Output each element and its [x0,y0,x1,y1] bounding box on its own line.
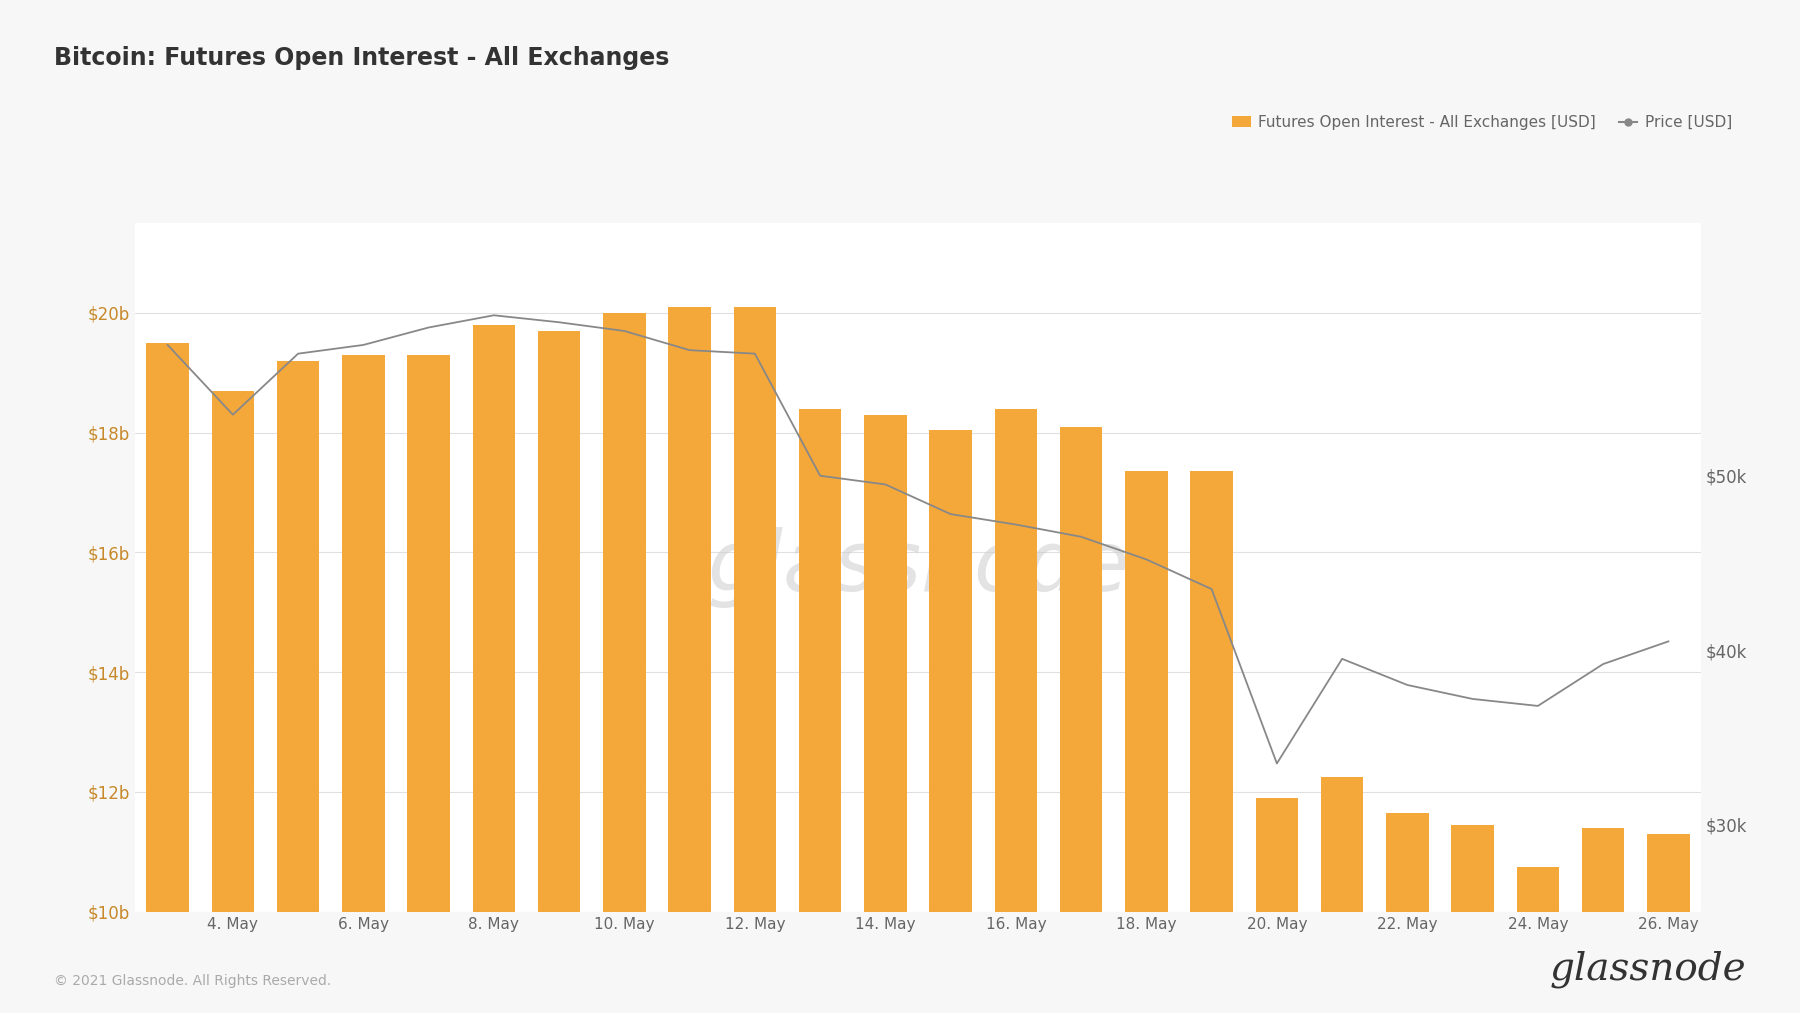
Text: glassnode: glassnode [707,527,1129,608]
Text: glassnode: glassnode [1550,950,1746,988]
Bar [407,355,450,1013]
Bar [212,391,254,1013]
Bar [734,307,776,1013]
Bar [342,355,385,1013]
Bar [1256,798,1298,1013]
Bar [1125,471,1168,1013]
Bar [668,307,711,1013]
Text: © 2021 Glassnode. All Rights Reserved.: © 2021 Glassnode. All Rights Reserved. [54,973,331,988]
Bar [864,414,907,1013]
Bar [538,330,580,1013]
Bar [277,361,319,1013]
Text: Bitcoin: Futures Open Interest - All Exchanges: Bitcoin: Futures Open Interest - All Exc… [54,46,670,70]
Bar [1060,426,1102,1013]
Bar [1582,828,1624,1013]
Bar [1321,777,1363,1013]
Bar [1647,834,1690,1013]
Bar [1190,471,1233,1013]
Bar [1386,812,1429,1013]
Bar [929,430,972,1013]
Bar [473,325,515,1013]
Bar [799,408,841,1013]
Bar [995,408,1037,1013]
Bar [146,342,189,1013]
Bar [603,313,646,1013]
Bar [1451,825,1494,1013]
Legend: Futures Open Interest - All Exchanges [USD], Price [USD]: Futures Open Interest - All Exchanges [U… [1226,109,1739,136]
Bar [1517,867,1559,1013]
